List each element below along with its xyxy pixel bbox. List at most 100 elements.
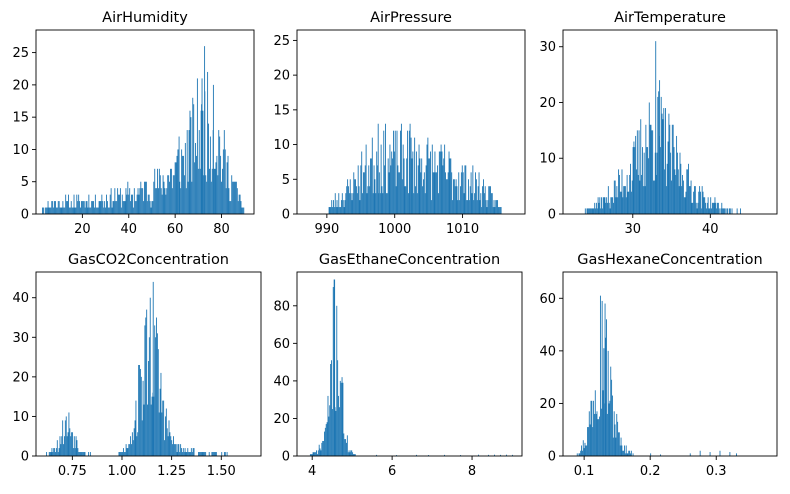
histogram-bar (649, 124, 651, 214)
histogram-bar (591, 400, 593, 456)
histogram-bar (662, 119, 664, 214)
histogram-bar (50, 452, 52, 456)
histogram-bar (681, 186, 683, 214)
histogram-bar (226, 452, 228, 456)
histogram-bar (149, 201, 151, 214)
histogram-bar (635, 135, 637, 214)
histogram-bar (601, 197, 602, 214)
x-tick-label: 80 (213, 222, 230, 237)
histogram-bar (401, 179, 403, 214)
histogram-bar (333, 279, 335, 456)
histogram-bar (601, 208, 603, 214)
histogram-bar (413, 193, 415, 214)
histogram-bar (652, 130, 654, 214)
histogram-bar (587, 208, 589, 214)
histogram-bar (606, 319, 607, 456)
histogram-bar (493, 200, 495, 214)
histogram-bar (661, 113, 663, 214)
histogram-bar (694, 186, 695, 214)
histogram-bar (75, 207, 77, 214)
histogram-bar (74, 448, 76, 456)
histogram-bar (167, 175, 169, 214)
histogram-bar (186, 130, 188, 214)
histogram-bar (68, 412, 70, 456)
histogram-bar (663, 108, 665, 214)
histogram-bar (72, 432, 73, 456)
histogram-bar (165, 194, 167, 214)
histogram-bar (461, 165, 463, 214)
histogram-bar (192, 97, 194, 214)
histogram-bar (422, 186, 424, 214)
histogram-bar (114, 188, 116, 214)
histogram-bar (152, 281, 154, 456)
x-tick-label: 0.3 (706, 464, 727, 479)
histogram-bar (64, 436, 65, 456)
histogram-bar (120, 452, 122, 456)
histogram-bar (671, 180, 672, 214)
histogram-bar (335, 207, 337, 214)
histogram-bar (448, 151, 450, 214)
histogram-bar (484, 186, 486, 214)
subplot-title: GasCO2Concentration (68, 252, 229, 268)
histogram-bar (677, 169, 679, 214)
histogram-bar (142, 188, 144, 214)
histogram-bar (627, 453, 629, 456)
histogram-bar (615, 437, 617, 456)
histogram-bar (131, 444, 132, 456)
histogram-bar (146, 201, 148, 214)
histogram-bar (622, 450, 624, 456)
histogram-bar (437, 165, 439, 214)
histogram-bar (586, 445, 588, 456)
histogram-bar (329, 207, 331, 214)
histogram-bar (106, 194, 107, 214)
histogram-bar (668, 113, 670, 214)
histogram-bar (206, 181, 208, 214)
histogram-bar (157, 168, 158, 214)
histogram-bar (379, 193, 381, 214)
histogram-bar (456, 186, 458, 214)
histogram-bar (68, 194, 69, 214)
histogram-bar (120, 207, 122, 214)
histogram-bar (428, 455, 429, 456)
histogram-bar (346, 442, 347, 456)
histogram-bar (598, 202, 600, 214)
histogram-bar (698, 191, 700, 214)
histogram-bar (622, 197, 624, 214)
histogram-bar (426, 144, 428, 214)
histogram-bar (460, 455, 461, 456)
histogram-bar (419, 158, 421, 214)
histogram-bar (581, 445, 582, 456)
histogram-bar (220, 155, 222, 214)
histogram-bar (593, 413, 595, 456)
y-tick-label: 5 (21, 175, 29, 190)
histogram-bar (176, 452, 178, 456)
histogram-bar (73, 436, 75, 456)
histogram-bar (624, 445, 625, 456)
histogram-bar (186, 452, 188, 456)
histogram-bar (630, 163, 631, 214)
histogram-bar (611, 379, 613, 456)
histogram-bar (311, 454, 313, 456)
histogram-bar (46, 207, 48, 214)
histogram-bar (138, 194, 140, 214)
histogram-bar (500, 207, 502, 214)
histogram-bar (496, 200, 498, 214)
histogram-bar (170, 168, 172, 214)
histogram-bar (458, 172, 460, 214)
histogram-bar (444, 454, 445, 456)
histogram-bar (605, 202, 607, 214)
histogram-bar (44, 207, 46, 214)
histogram-bar (345, 439, 347, 456)
histogram-bar (193, 104, 195, 214)
histogram-bar (656, 152, 658, 214)
histogram-bar (338, 193, 340, 214)
x-tick-label: 20 (74, 222, 91, 237)
subplot-title: AirHumidity (102, 10, 188, 26)
histogram-bar (699, 186, 701, 214)
histogram-bar (377, 165, 379, 214)
histogram-bar (389, 144, 391, 214)
histogram-bar (617, 421, 619, 456)
histogram-bar (78, 452, 80, 456)
histogram-bar (424, 193, 426, 214)
histogram-bar (158, 412, 160, 456)
